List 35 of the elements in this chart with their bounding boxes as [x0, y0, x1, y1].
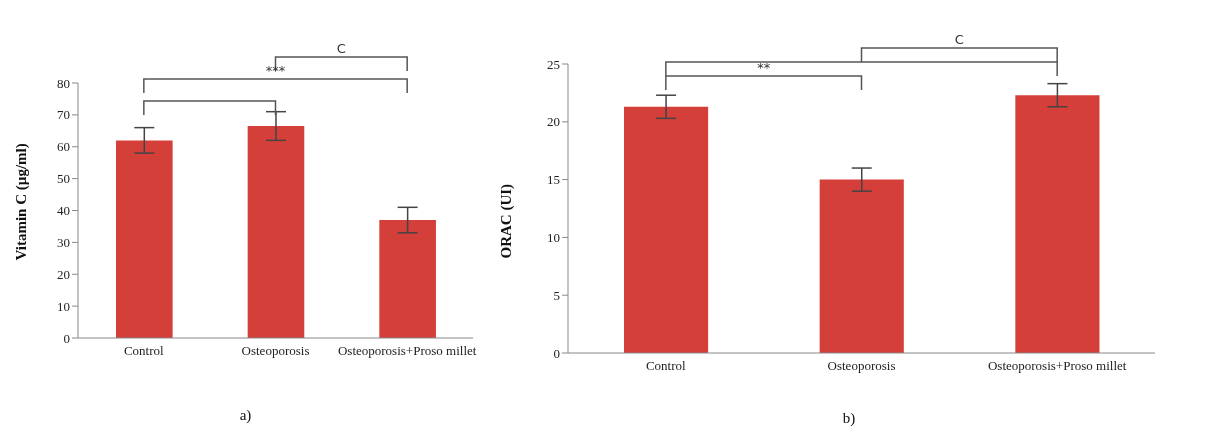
- x-tick-label: Osteoporosis: [827, 358, 896, 374]
- y-tick-label: 0: [553, 345, 560, 361]
- annotation: **: [757, 60, 771, 75]
- x-tick-label: Osteoporosis+Proso millet: [337, 343, 477, 359]
- y-tick-label: 25: [547, 56, 560, 72]
- y-tick-label: 20: [547, 114, 560, 130]
- y-tick-label: 5: [553, 287, 560, 303]
- y-tick-label: 10: [547, 230, 560, 246]
- bar: [247, 126, 305, 338]
- bar: [1015, 95, 1100, 353]
- y-tick-label: 20: [57, 266, 70, 282]
- text: b): [842, 410, 856, 427]
- y-tick-label: 10: [57, 298, 70, 314]
- y-tick-label: 80: [57, 75, 70, 91]
- y-tick-label: 30: [57, 234, 70, 250]
- bar: [379, 220, 436, 338]
- text: ***: [265, 63, 286, 78]
- y-tick-label: 70: [57, 107, 70, 123]
- y-tick-label: 50: [57, 171, 70, 187]
- text: C: [336, 41, 346, 56]
- bar: [624, 106, 709, 353]
- y-axis-title: ORAC (UI): [498, 183, 516, 259]
- x-tick-label: Osteoporosis+Proso millet: [987, 358, 1127, 374]
- y-tick-label: 15: [547, 172, 560, 188]
- x-tick-label: Control: [645, 358, 687, 374]
- y-tick-label: 60: [57, 139, 70, 155]
- y-tick-label: 0: [63, 330, 70, 346]
- bar: [116, 140, 173, 338]
- y-tick-label: 40: [57, 203, 70, 219]
- y-axis-title: Vitamin C (µg/ml): [13, 143, 31, 261]
- text: a): [239, 407, 252, 424]
- bar: [819, 179, 904, 353]
- x-tick-label: Control: [123, 343, 165, 359]
- x-tick-label: Osteoporosis: [241, 343, 310, 359]
- text: C: [954, 32, 964, 47]
